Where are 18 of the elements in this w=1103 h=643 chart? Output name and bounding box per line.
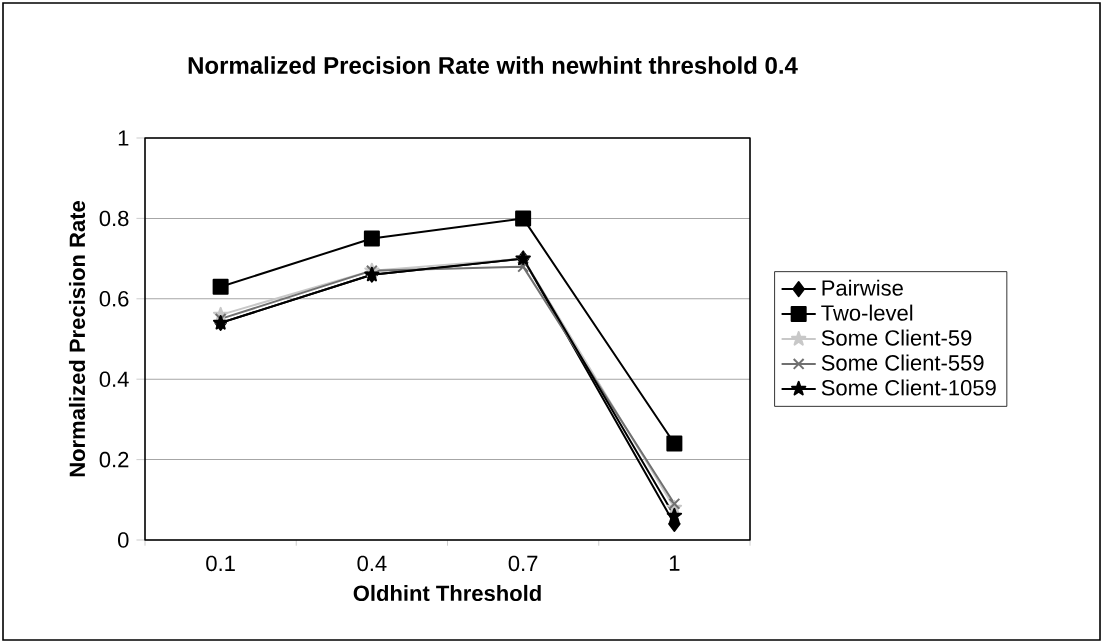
x-axis-title: Oldhint Threshold [353, 584, 541, 602]
legend-label: Some Client-59 [821, 329, 972, 346]
x-tick-label: 1 [669, 555, 680, 571]
legend-label: Some Client-559 [821, 354, 984, 371]
y-tick-label: 0.8 [99, 210, 129, 227]
y-tick-label: 0 [118, 532, 129, 548]
chart-title: Normalized Precision Rate with newhint threshold 0.4 [188, 56, 798, 74]
y-tick-label: 0.6 [99, 291, 129, 307]
x-tick-label: 0.1 [206, 555, 235, 572]
y-tick-label: 0.2 [99, 451, 129, 468]
legend-label: Two-level [821, 304, 913, 321]
y-tick-label: 0.4 [99, 371, 129, 387]
y-axis-title: Normalized Precision Rate [68, 201, 86, 477]
legend-label: Pairwise [822, 279, 903, 296]
x-tick-label: 0.7 [508, 555, 538, 572]
y-tick-label: 1 [118, 130, 129, 146]
legend-label: Some Client-1059 [821, 379, 996, 396]
x-tick-label: 0.4 [357, 555, 387, 572]
